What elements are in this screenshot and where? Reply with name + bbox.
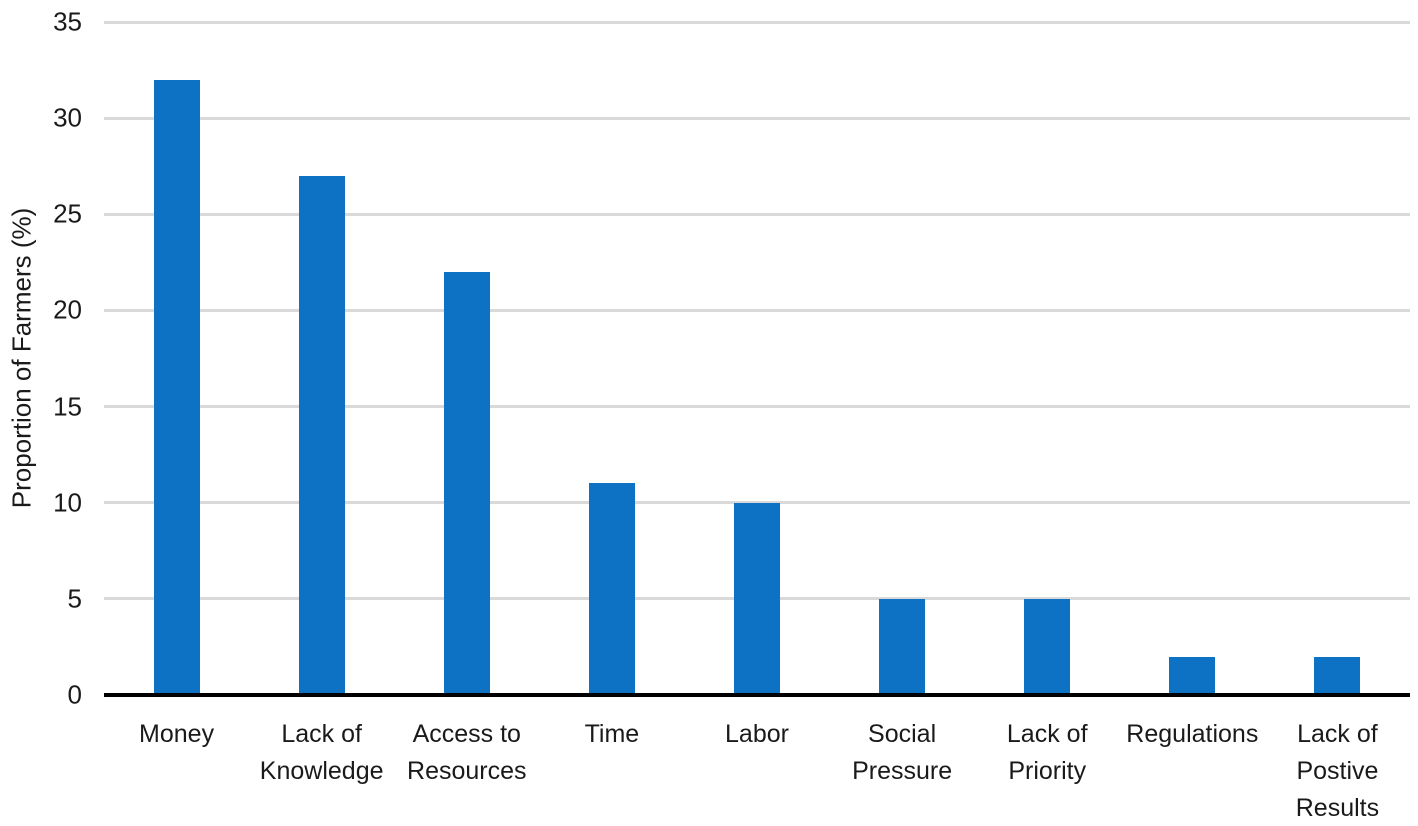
y-tick-label-0: 0 (67, 679, 82, 710)
y-tick-label-30: 30 (53, 102, 82, 133)
y-tick-label-10: 10 (53, 487, 82, 518)
bar-lack-of-priority (1024, 598, 1071, 695)
x-category-label-money: Money (139, 720, 215, 748)
y-axis-title: Proportion of Farmers (%) (6, 207, 37, 509)
x-category-label-lack-of-priority: Lack of Priority (1006, 720, 1088, 785)
gridline-30 (104, 116, 1410, 120)
x-category-label-regulations: Regulations (1126, 720, 1259, 748)
x-category-label-time: Time (584, 720, 640, 748)
x-category-label-lack-of-postive-results: Lack of Postive Results (1295, 720, 1380, 822)
x-category-label-labor: Labor (725, 720, 789, 748)
y-tick-label-35: 35 (53, 6, 82, 37)
y-tick-label-20: 20 (53, 294, 82, 325)
bar-money (153, 79, 200, 695)
bar-lack-of-knowledge (298, 175, 345, 695)
bar-social-pressure (879, 598, 926, 695)
bar-access-to-resources (443, 271, 490, 695)
x-axis-line (104, 693, 1410, 697)
x-category-label-social-pressure: Social Pressure (852, 720, 953, 785)
y-tick-label-25: 25 (53, 198, 82, 229)
x-category-label-access-to-resources: Access to Resources (407, 720, 527, 785)
gridline-35 (104, 20, 1410, 24)
y-tick-label-15: 15 (53, 391, 82, 422)
bar-lack-of-postive-results (1314, 656, 1361, 695)
bar-time (588, 483, 635, 695)
bar-labor (734, 502, 780, 695)
gridline-25 (104, 212, 1410, 216)
x-category-label-lack-of-knowledge: Lack of Knowledge (259, 720, 384, 785)
gridline-20 (104, 308, 1410, 312)
y-tick-label-5: 5 (67, 583, 82, 614)
bar-regulations (1169, 656, 1216, 695)
gridline-15 (104, 405, 1410, 409)
